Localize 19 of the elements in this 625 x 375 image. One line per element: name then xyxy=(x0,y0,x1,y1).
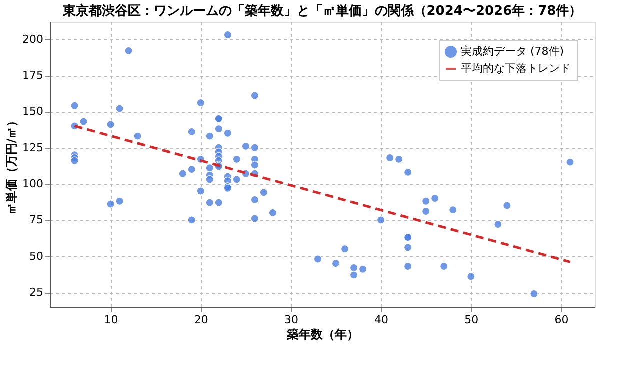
y-tick-label: 100 xyxy=(22,178,44,191)
legend-label: 平均的な下落トレンド xyxy=(461,62,571,75)
y-tick-label: 125 xyxy=(22,141,44,154)
y-tick-label: 50 xyxy=(30,250,44,263)
y-axis-title: ㎡単価（万円/㎡） xyxy=(4,114,19,216)
x-tick-label: 30 xyxy=(284,314,298,326)
y-tick-label: 175 xyxy=(22,69,44,82)
x-tick-label: 20 xyxy=(194,314,208,326)
y-tick-label: 75 xyxy=(30,214,44,227)
x-axis-title: 築年数（年） xyxy=(286,328,359,342)
x-tick-label: 10 xyxy=(104,314,118,326)
legend-label: 実成約データ (78件) xyxy=(461,45,564,58)
x-tick-label: 40 xyxy=(374,314,389,326)
y-tick-label: 200 xyxy=(22,32,44,46)
chart-title: 東京都渋谷区：ワンルームの「築年数」と「㎡単価」の関係（2024〜2026年：78件） xyxy=(62,3,582,19)
x-tick-label: 50 xyxy=(464,314,479,326)
y-tick-label: 25 xyxy=(30,286,44,300)
y-tick-label: 150 xyxy=(22,105,44,118)
x-tick-label: 60 xyxy=(554,314,569,326)
